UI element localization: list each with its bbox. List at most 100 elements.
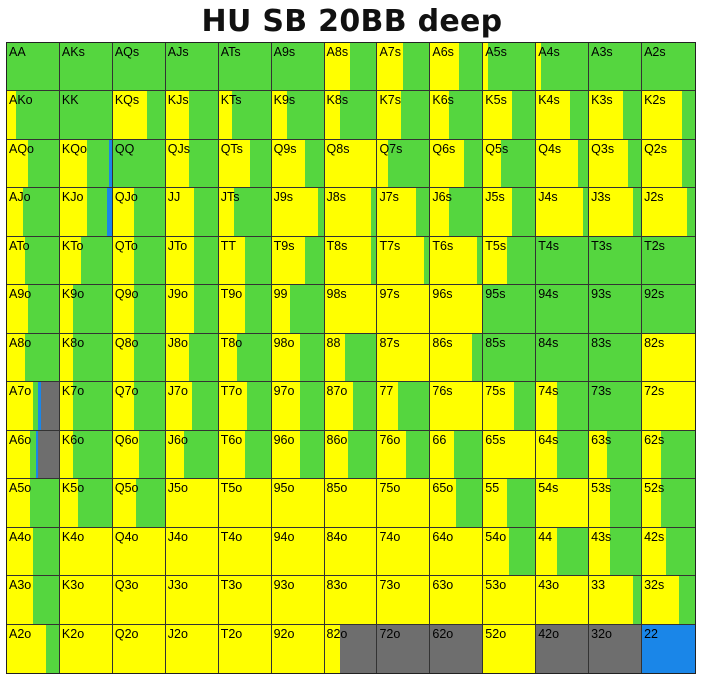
hand-segment-yellow	[218, 527, 271, 576]
hand-segment-yellow	[377, 188, 417, 236]
hand-segment-green	[112, 43, 165, 91]
hand-segment-green	[607, 430, 642, 479]
hand-segment-yellow	[589, 139, 629, 188]
hand-cell-44: 44	[536, 527, 590, 577]
hand-segment-yellow	[59, 188, 87, 236]
hand-cell-T2o: T2o	[218, 624, 272, 673]
hand-segment-green	[687, 188, 695, 236]
hand-cell-K2o: K2o	[59, 624, 113, 673]
hand-cell-Q9s: Q9s	[271, 139, 325, 189]
hand-segment-yellow	[165, 576, 218, 624]
hand-segment-yellow	[59, 624, 112, 673]
hand-label: 74s	[538, 384, 559, 399]
hand-cell-T5o: T5o	[218, 479, 272, 528]
hand-label: T6o	[220, 432, 243, 447]
hand-label: QJs	[167, 141, 190, 156]
hand-cell-A4o: A4o	[7, 527, 60, 577]
hand-segment-yellow	[377, 479, 430, 527]
hand-cell-KK: KK	[59, 91, 113, 140]
hand-label: JJ	[167, 190, 181, 205]
hand-label: 82o	[326, 626, 348, 641]
hand-label: T7o	[220, 384, 243, 399]
hand-segment-green	[16, 91, 59, 139]
hand-segment-yellow	[112, 576, 165, 624]
hand-label: KJs	[167, 93, 189, 108]
hand-cell-J7o: J7o	[165, 382, 219, 431]
hand-cell-A6s: A6s	[430, 43, 484, 92]
hand-cell-A2o: A2o	[7, 624, 60, 673]
hand-segment-yellow	[324, 479, 377, 527]
hand-cell-62s: 62s	[642, 430, 695, 480]
hand-cell-J4o: J4o	[165, 527, 219, 577]
hand-segment-yellow	[430, 91, 449, 139]
hand-label: AQs	[114, 45, 140, 59]
hand-segment-yellow	[7, 333, 26, 382]
hand-segment-gray	[38, 430, 59, 479]
hand-segment-green	[660, 479, 695, 527]
hand-cell-A2s: A2s	[642, 43, 695, 92]
hand-cell-KQs: KQs	[112, 91, 166, 140]
hand-label: J6o	[167, 432, 188, 447]
hand-segment-yellow	[218, 576, 271, 624]
hand-cell-Q7s: Q7s	[377, 139, 431, 189]
hand-label: T7s	[379, 238, 401, 253]
hand-segment-yellow	[112, 430, 139, 479]
hand-cell-72o: 72o	[377, 624, 431, 673]
hand-segment-green	[86, 188, 107, 236]
hand-cell-53o: 53o	[483, 576, 537, 625]
hand-cell-77: 77	[377, 382, 431, 431]
hand-cell-74s: 74s	[536, 382, 590, 431]
hand-label: J4s	[538, 190, 558, 205]
hand-range-grid: AA AKs AQs AJs ATs A9s A8s A7s A6s A5s A4s A3s A2s AK…	[6, 42, 696, 674]
hand-label: 93s	[591, 287, 612, 302]
hand-label: 72o	[379, 626, 401, 641]
hand-segment-green	[403, 43, 430, 91]
hand-cell-K3o: K3o	[59, 576, 113, 625]
hand-segment-green	[345, 333, 377, 382]
hand-label: A6s	[432, 45, 454, 59]
hand-cell-96s: 96s	[430, 285, 484, 334]
hand-cell-A5o: A5o	[7, 479, 60, 528]
hand-segment-gray	[589, 624, 642, 673]
hand-cell-52s: 52s	[642, 479, 695, 528]
hand-cell-Q7o: Q7o	[112, 382, 166, 431]
hand-segment-green	[271, 43, 324, 91]
hand-cell-Q4o: Q4o	[112, 527, 166, 577]
hand-label: T9o	[220, 287, 243, 302]
hand-label: KK	[61, 93, 79, 108]
hand-cell-QQ: QQ	[112, 139, 166, 189]
hand-label: Q4o	[114, 529, 139, 544]
hand-label: A7s	[379, 45, 401, 59]
hand-cell-Q6o: Q6o	[112, 430, 166, 480]
hand-segment-yellow	[324, 139, 377, 188]
hand-segment-green	[59, 91, 112, 139]
hand-segment-yellow	[642, 91, 682, 139]
hand-segment-green	[72, 285, 112, 333]
hand-cell-J3o: J3o	[165, 576, 219, 625]
hand-cell-QTs: QTs	[218, 139, 272, 189]
hand-segment-yellow	[430, 43, 459, 91]
hand-cell-J8s: J8s	[324, 188, 378, 237]
hand-segment-yellow	[377, 333, 430, 382]
hand-label: 93o	[273, 578, 295, 593]
hand-cell-K6o: K6o	[59, 430, 113, 480]
hand-cell-T5s: T5s	[483, 236, 537, 286]
hand-cell-A4s: A4s	[536, 43, 590, 92]
hand-cell-A7o: A7o	[7, 382, 60, 431]
hand-label: J5s	[485, 190, 505, 205]
hand-segment-yellow	[112, 333, 134, 382]
hand-label: AJo	[9, 190, 31, 205]
hand-label: A9o	[9, 287, 32, 302]
hand-segment-yellow	[642, 527, 666, 576]
hand-label: 86o	[326, 432, 348, 447]
hand-label: 84s	[538, 335, 559, 350]
hand-segment-blue	[642, 624, 695, 673]
hand-segment-yellow	[430, 139, 465, 188]
hand-segment-green	[556, 382, 589, 430]
hand-label: 75o	[379, 481, 401, 496]
hand-cell-K4o: K4o	[59, 527, 113, 577]
hand-cell-Q8s: Q8s	[324, 139, 378, 189]
hand-segment-green	[305, 139, 324, 188]
hand-label: T9s	[273, 238, 295, 253]
hand-cell-76s: 76s	[430, 382, 484, 431]
